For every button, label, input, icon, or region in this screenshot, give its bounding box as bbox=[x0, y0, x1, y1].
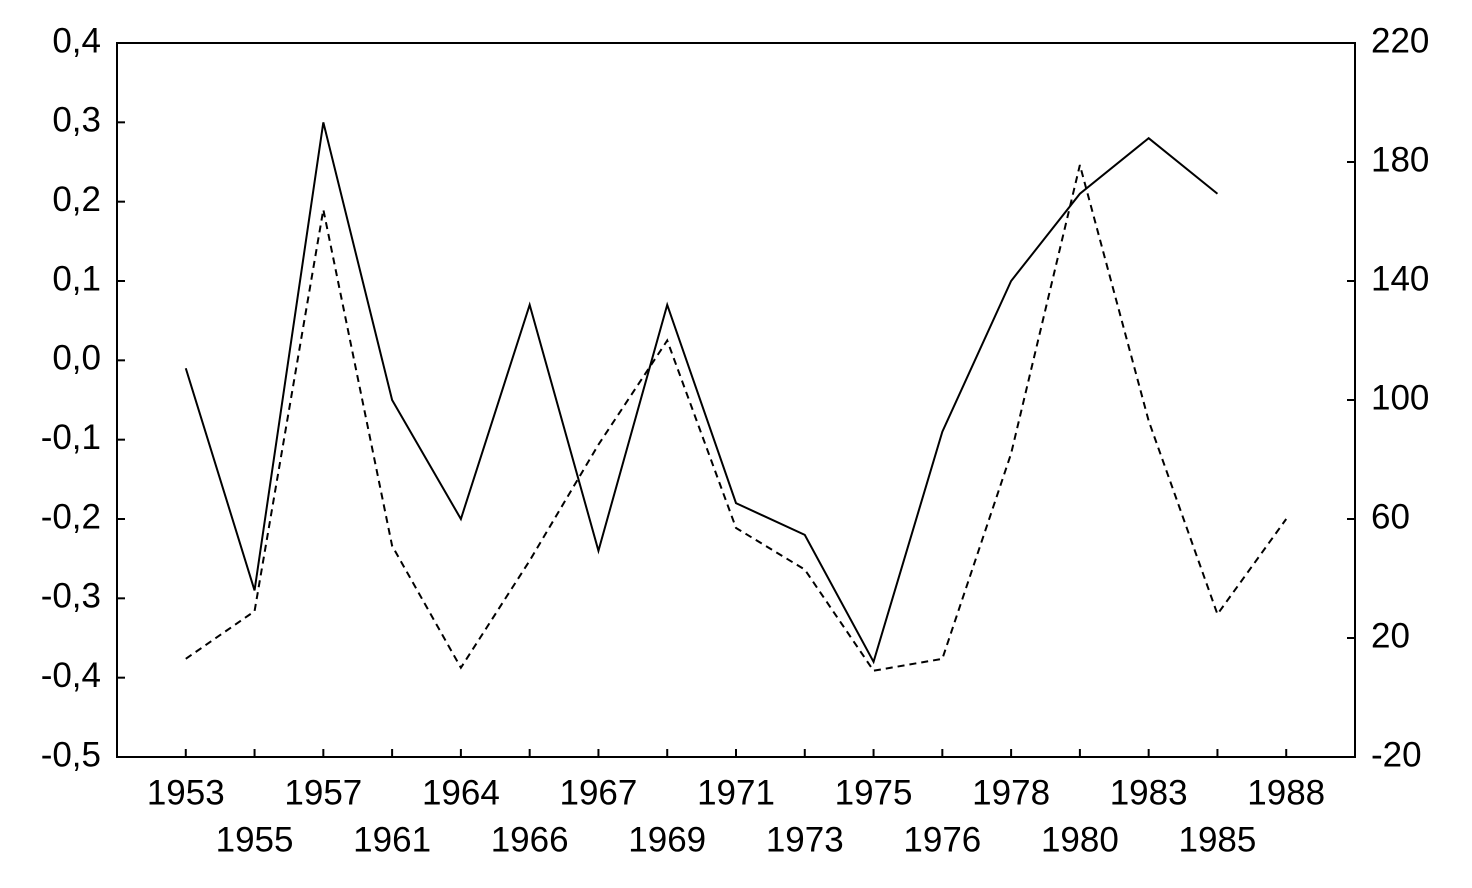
x-tick-label: 1967 bbox=[560, 773, 638, 812]
x-tick-label: 1980 bbox=[1041, 820, 1119, 859]
x-tick-label: 1971 bbox=[697, 773, 775, 812]
y2-tick-label: -20 bbox=[1371, 735, 1422, 774]
x-tick-label: 1983 bbox=[1110, 773, 1188, 812]
y-tick-label: 0,0 bbox=[52, 339, 101, 378]
x-tick-label: 1953 bbox=[147, 773, 225, 812]
y-tick-label: -0,5 bbox=[41, 735, 101, 774]
y2-tick-label: 20 bbox=[1371, 616, 1410, 655]
x-tick-label: 1966 bbox=[491, 820, 569, 859]
series-line bbox=[184, 122, 1219, 665]
plot-frame bbox=[116, 42, 1356, 758]
y-tick-label: 0,1 bbox=[52, 259, 101, 298]
x-tick-label: 1957 bbox=[284, 773, 362, 812]
y-tick-label: -0,4 bbox=[41, 656, 101, 695]
y-tick-label: 0,2 bbox=[52, 180, 101, 219]
y2-tick-label: 220 bbox=[1371, 21, 1429, 60]
x-tick-label: 1964 bbox=[422, 773, 500, 812]
series-line bbox=[185, 164, 1288, 672]
y-tick-label: -0,1 bbox=[41, 418, 101, 457]
x-tick-label: 1985 bbox=[1179, 820, 1257, 859]
x-tick-label: 1955 bbox=[216, 820, 294, 859]
y-tick-label: -0,3 bbox=[41, 577, 101, 616]
x-tick-label: 1978 bbox=[972, 773, 1050, 812]
x-tick-label: 1961 bbox=[353, 820, 431, 859]
y2-tick-label: 140 bbox=[1371, 259, 1429, 298]
y-tick-label: -0,2 bbox=[41, 497, 101, 536]
y-tick-label: 0,3 bbox=[52, 101, 101, 140]
x-tick-label: 1976 bbox=[903, 820, 981, 859]
x-tick-label: 1969 bbox=[628, 820, 706, 859]
y2-tick-label: 180 bbox=[1371, 140, 1429, 179]
y-tick-label: 0,4 bbox=[52, 21, 101, 60]
y2-tick-label: 60 bbox=[1371, 497, 1410, 536]
x-tick-label: 1988 bbox=[1247, 773, 1325, 812]
x-tick-label: 1973 bbox=[766, 820, 844, 859]
x-tick-label: 1975 bbox=[835, 773, 913, 812]
y2-tick-label: 100 bbox=[1371, 378, 1429, 417]
